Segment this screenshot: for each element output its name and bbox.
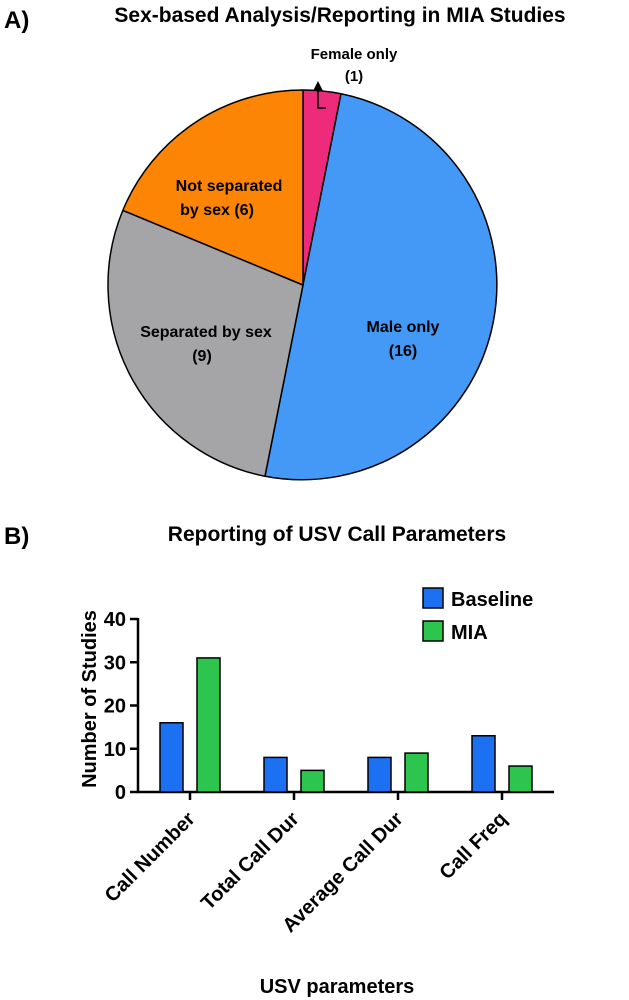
bar-mia-average-call-dur [404,752,429,793]
y-axis-title: Number of Studies [79,610,101,788]
bar-mia-total-call-dur [300,769,325,793]
x-tick-label-total-call-dur: Total Call Dur [197,808,304,915]
pie-title: Sex-based Analysis/Reporting in MIA Stud… [114,4,565,27]
y-tick-label-20: 20 [104,696,126,718]
pie-label-female-arrow [317,90,326,109]
pie-slice-male-only [264,93,498,481]
pie-label-female-line1: Female only [311,46,398,63]
pie-label-male-line1: Male only [367,319,440,336]
pie-label-separated-line2: (9) [192,348,212,365]
bar-baseline-call-freq [471,735,496,793]
panel-a-label: A) [4,7,29,34]
x-tick-label-call-freq: Call Freq [435,808,511,884]
pie-label-male-line2: (16) [389,343,417,360]
pie-slices [107,89,498,481]
pie-label-female-line2: (1) [345,68,363,85]
y-tick-label-30: 30 [104,652,126,674]
pie-label-separated-line1: Separated by sex [140,324,272,341]
pie-slice-not-separated-by-sex [122,89,304,286]
bar-baseline-average-call-dur [367,756,392,793]
bar-legend: Baseline MIA [422,587,533,644]
bars [159,657,533,793]
x-tick-label-call-number: Call Number [101,808,200,907]
bar-baseline-total-call-dur [263,756,288,793]
bar-mia-call-freq [508,765,533,793]
bar-baseline-call-number [159,722,184,793]
legend-label-mia: MIA [451,622,488,644]
y-tick-label-10: 10 [104,739,126,761]
x-axis-title: USV parameters [260,976,415,998]
bar-title: Reporting of USV Call Parameters [168,523,506,546]
legend-swatch-baseline [422,587,444,609]
bar-mia-call-number [196,657,221,793]
panel-b-label: B) [4,523,29,550]
y-tick-label-40: 40 [104,609,126,631]
legend-swatch-mia [422,620,444,642]
pie-label-notseparated-line1: Not separated [176,178,283,195]
y-tick-label-0: 0 [115,782,126,804]
legend-label-baseline: Baseline [451,589,533,611]
pie-slice-separated-by-sex [107,209,304,477]
pie-label-female-arrowhead [313,81,323,91]
pie-label-notseparated-line2: by sex (6) [180,202,254,219]
